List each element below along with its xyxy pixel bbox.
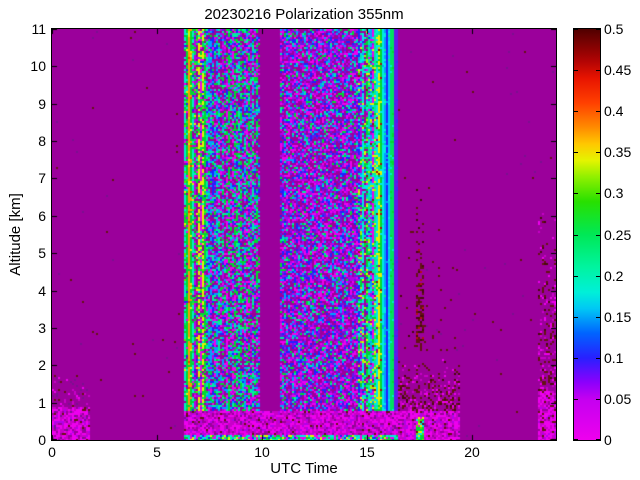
colorbar-tick-label: 0.05 [604,390,632,407]
y-tick-label: 7 [38,170,46,187]
colorbar-tick-label: 0.1 [604,349,624,366]
colorbar-tick-label: 0.5 [604,21,624,37]
x-tick-label: 20 [464,444,480,460]
colorbar-tick-mark [596,111,600,112]
colorbar-tick-label: 0.4 [604,103,624,120]
colorbar-tick-mark [574,70,578,71]
colorbar-tick-mark [574,193,578,194]
y-tick-label: 9 [38,95,46,112]
plot-area [51,28,557,441]
x-axis-label: UTC Time [270,460,338,477]
colorbar-tick-mark [596,235,600,236]
colorbar-tick-mark [574,235,578,236]
y-tick-label: 11 [31,21,46,37]
colorbar-tick-mark [596,317,600,318]
chart-title: 20230216 Polarization 355nm [204,6,404,23]
y-tick-label: 2 [38,357,46,374]
y-tick-label: 3 [38,319,46,336]
colorbar-tick-mark [574,111,578,112]
colorbar-tick-mark [574,317,578,318]
colorbar-tick-mark [574,29,578,30]
colorbar-tick-label: 0.2 [604,267,624,284]
colorbar-tick-label: 0.45 [604,62,632,79]
y-tick-label: 8 [38,133,46,150]
y-tick-label: 1 [38,394,46,411]
colorbar-tick-mark [574,399,578,400]
heatmap-canvas [52,29,556,440]
y-tick-label: 0 [38,432,46,448]
colorbar-tick-mark [574,152,578,153]
x-tick-label: 5 [153,444,161,460]
x-tick-label: 15 [359,444,375,460]
y-tick-label: 5 [38,245,46,262]
colorbar-tick-mark [596,152,600,153]
x-tick-label: 0 [48,444,56,460]
y-tick-label: 4 [38,282,46,299]
colorbar-tick-mark [596,29,600,30]
y-tick-label: 10 [30,58,46,75]
colorbar-tick-mark [596,358,600,359]
colorbar-tick-mark [574,358,578,359]
colorbar-tick-mark [596,276,600,277]
colorbar-tick-mark [574,276,578,277]
colorbar-tick-label: 0.15 [604,308,632,325]
x-tick-label: 10 [254,444,270,460]
colorbar-tick-label: 0.3 [604,185,624,202]
colorbar [573,28,601,441]
colorbar-tick-mark [596,399,600,400]
colorbar-tick-label: 0 [604,432,612,448]
colorbar-tick-mark [596,193,600,194]
y-axis-label: Altitude [km] [7,193,24,276]
colorbar-tick-label: 0.35 [604,144,632,161]
colorbar-tick-mark [574,439,578,440]
colorbar-gradient [574,29,600,440]
colorbar-tick-mark [596,70,600,71]
colorbar-tick-label: 0.25 [604,226,632,243]
colorbar-tick-mark [596,439,600,440]
y-tick-label: 6 [38,207,46,224]
